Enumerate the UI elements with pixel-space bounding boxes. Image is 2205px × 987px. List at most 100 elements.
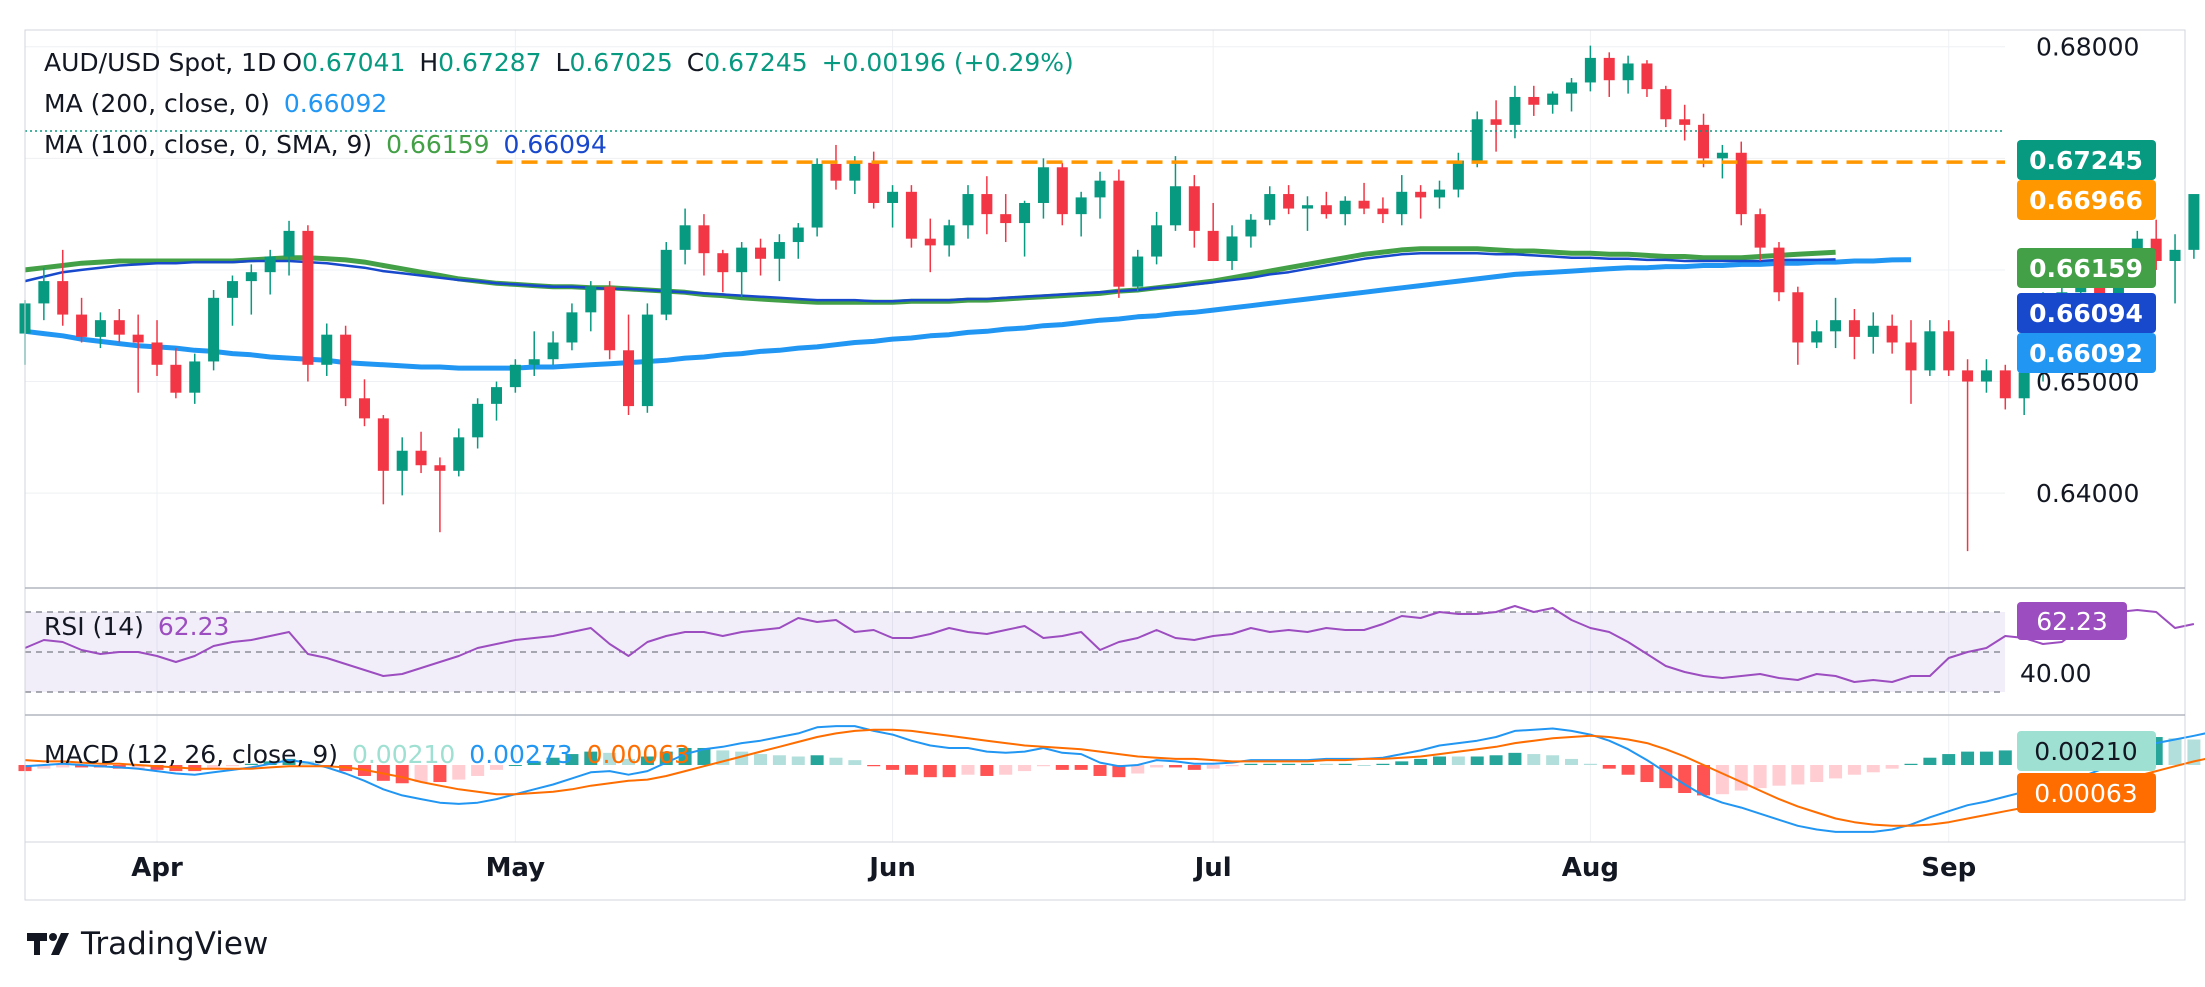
grid-lines — [25, 30, 2005, 842]
ma100-legend[interactable]: MA (100, close, 0, SMA, 9) 0.66159 0.660… — [44, 130, 613, 159]
tradingview-branding[interactable]: TradingView — [25, 926, 268, 962]
candle-body — [1641, 63, 1653, 90]
macd-histogram-bar — [1923, 757, 1937, 766]
chart-frame — [24, 29, 2186, 901]
candle-body — [981, 194, 993, 215]
candle-body — [1603, 57, 1615, 81]
candle-body — [1999, 370, 2011, 399]
candle-body — [1509, 96, 1521, 125]
candle-body — [1886, 325, 1898, 343]
macd-histogram-bar — [1319, 763, 1333, 766]
macd-histogram-bar — [1414, 758, 1428, 766]
macd-histogram-bar — [527, 761, 541, 766]
candle-body — [434, 465, 446, 471]
macd-histogram-bar — [1300, 763, 1314, 766]
time-tick-label: Jul — [1193, 853, 1232, 883]
candle-body — [2094, 281, 2106, 298]
candle-body — [679, 225, 691, 250]
candle-body — [1622, 63, 1634, 81]
candle-body — [415, 450, 427, 466]
candle-body — [887, 191, 899, 203]
macd-histogram-bar — [1904, 763, 1918, 766]
candle-body — [1962, 370, 1974, 382]
candle-body — [1245, 219, 1257, 237]
candle-body — [132, 334, 144, 343]
candle-body — [1547, 93, 1559, 105]
rsi-pane: 40.00 62.23 — [24, 602, 2195, 693]
macd-histogram-bar — [1829, 765, 1843, 779]
candle-body — [1584, 57, 1596, 83]
macd-histogram-bar — [471, 765, 485, 776]
time-tick-label: Jun — [867, 853, 916, 883]
macd-histogram-bar — [1979, 751, 1993, 766]
macd-histogram-bar — [225, 765, 239, 767]
ma200-label: MA (200, close, 0) — [44, 89, 270, 118]
macd-histogram-bar — [565, 754, 579, 766]
macd-histogram-bar — [1131, 765, 1145, 774]
candle-body — [792, 227, 804, 243]
candle-body — [472, 403, 484, 438]
macd-hist-badge — [2017, 731, 2156, 771]
macd-line-value: 0.00273 — [469, 740, 573, 769]
candle-body — [1396, 191, 1408, 215]
macd-signal-badge — [2017, 773, 2156, 813]
time-axis[interactable]: Apr May Jun Jul Aug Sep — [131, 853, 1976, 883]
macd-histogram-bar — [1942, 754, 1956, 766]
macd-line — [24, 725, 2205, 833]
candle-body — [302, 230, 314, 365]
ma100-smoothed-value: 0.66094 — [503, 130, 607, 159]
macd-histogram-bar — [923, 765, 937, 778]
macd-histogram-bar — [414, 765, 428, 783]
candle-body — [773, 242, 785, 259]
macd-histogram-bar — [1753, 765, 1767, 789]
candle-body — [962, 194, 974, 226]
candle-body — [1905, 342, 1917, 371]
macd-histogram-bar — [244, 763, 258, 766]
macd-histogram-bar — [1489, 755, 1503, 766]
price-label-badge — [2017, 180, 2156, 220]
macd-histogram-bar — [1376, 763, 1390, 766]
tradingview-logo-icon — [27, 933, 69, 955]
macd-histogram-bar — [904, 765, 918, 775]
price-tick-label: 0.68000 — [2036, 33, 2139, 62]
price-label-text: 0.66159 — [2029, 254, 2143, 283]
symbol-legend: AUD/USD Spot, 1D O0.67041 H0.67287 L0.670… — [44, 48, 1080, 77]
candle-body — [1415, 191, 1427, 198]
macd-signal-badge-text: 0.00063 — [2034, 779, 2137, 808]
candle-body — [1339, 200, 1351, 215]
macd-histogram-bar — [1640, 765, 1654, 783]
price-axis[interactable]: 0.680000.650000.640000.672450.669660.661… — [2017, 33, 2156, 508]
candle-body — [1452, 160, 1464, 190]
macd-histogram-bar — [791, 756, 805, 766]
candle-body — [1924, 331, 1936, 371]
candle-body — [1867, 325, 1879, 337]
macd-histogram-bar — [584, 751, 598, 766]
candle-body — [57, 281, 69, 315]
macd-histogram-bar — [1602, 765, 1616, 769]
candle-body — [830, 163, 842, 181]
ma200-legend[interactable]: MA (200, close, 0) 0.66092 — [44, 89, 393, 118]
macd-legend[interactable]: MACD (12, 26, close, 9) 0.00210 0.00273 … — [44, 740, 696, 769]
candle-body — [1151, 225, 1163, 257]
price-overlays — [25, 130, 2005, 164]
candle-body — [226, 281, 238, 298]
macd-histogram-bar — [1583, 763, 1597, 766]
price-label-text: 0.66092 — [2029, 339, 2143, 368]
macd-histogram-bar — [1018, 765, 1032, 772]
price-label-badge — [2017, 248, 2156, 288]
candle-body — [1226, 236, 1238, 262]
candle-body — [1811, 331, 1823, 343]
candle-body — [1773, 247, 1785, 293]
symbol-title[interactable]: AUD/USD Spot, 1D — [44, 48, 277, 77]
macd-histogram-bar — [150, 765, 164, 770]
price-label-badge — [2017, 140, 2156, 180]
candle-body — [755, 247, 767, 259]
macd-histogram-bar — [886, 765, 900, 770]
rsi-legend[interactable]: RSI (14) 62.23 — [44, 612, 235, 641]
macd-histogram-bar — [1470, 756, 1484, 766]
macd-histogram-bar — [772, 755, 786, 766]
macd-histogram-bar — [282, 758, 296, 766]
rsi-value: 62.23 — [157, 612, 230, 641]
macd-signal-value: 0.00063 — [586, 740, 691, 769]
